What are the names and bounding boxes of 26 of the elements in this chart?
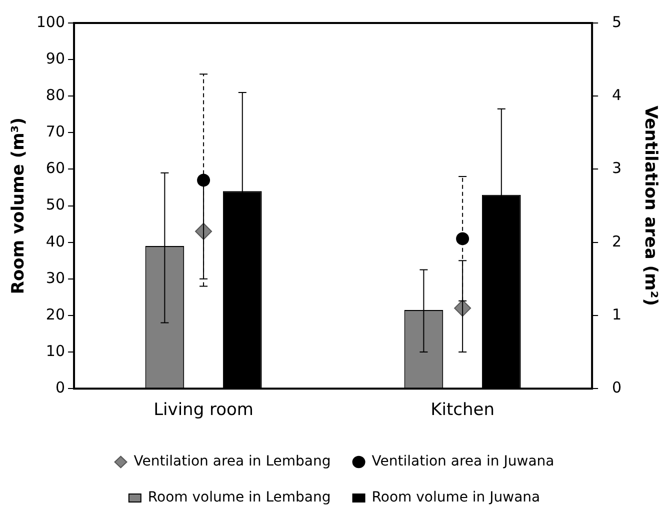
y-tick-label: 40 xyxy=(46,232,66,250)
y-tick-label: 60 xyxy=(46,159,66,178)
y-tick-label: 10 xyxy=(46,342,66,360)
y-tick-label: 90 xyxy=(46,49,66,68)
y-tick-label: 30 xyxy=(46,268,66,287)
legend-label: Room volume in Juwana xyxy=(372,490,540,506)
legend-label: Ventilation area in Juwana xyxy=(372,454,554,470)
y-tick-label: 50 xyxy=(46,196,66,214)
y-axis-title: Room volume (m³) xyxy=(8,117,29,294)
y2-axis-title: Ventilation area (m²) xyxy=(640,106,660,306)
x-tick-label: Living room xyxy=(154,400,254,420)
x-tick-label: Kitchen xyxy=(430,400,495,420)
y2-tick-label: 0 xyxy=(612,378,622,396)
y2-tick-label: 5 xyxy=(612,12,622,31)
y2-tick-label: 3 xyxy=(612,159,622,178)
legend-label: Ventilation area in Lembang xyxy=(134,454,331,470)
y-tick-label: 70 xyxy=(46,122,66,141)
y2-tick-label: 2 xyxy=(612,232,622,250)
y-tick-label: 100 xyxy=(36,12,66,31)
y-tick-label: 0 xyxy=(55,378,66,396)
y-tick-label: 80 xyxy=(46,86,66,104)
y2-tick-label: 1 xyxy=(612,305,622,324)
y2-tick-label: 4 xyxy=(612,86,622,104)
point xyxy=(456,232,470,246)
legend-label: Room volume in Lembang xyxy=(148,490,331,506)
y-tick-label: 20 xyxy=(46,305,66,324)
